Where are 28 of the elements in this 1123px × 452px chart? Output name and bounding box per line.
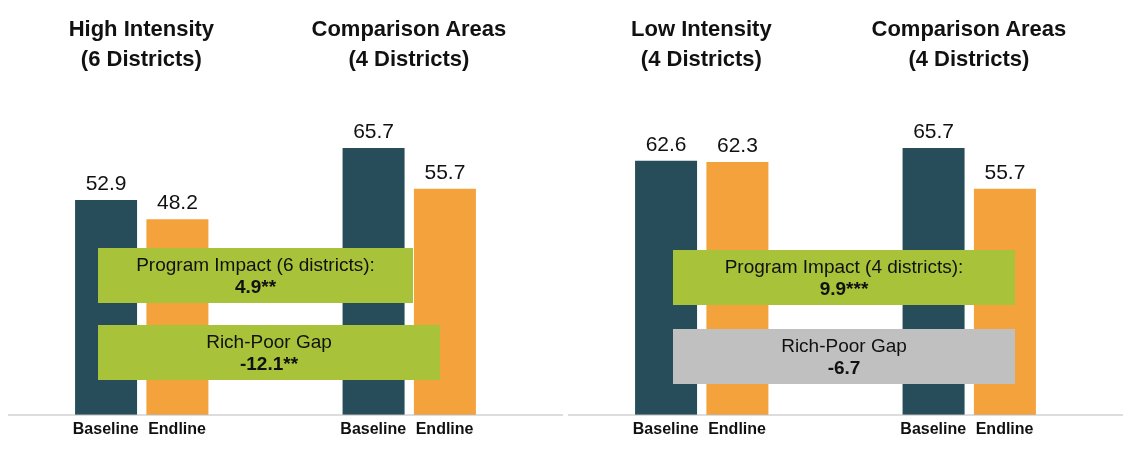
callout-box: Program Impact (4 districts): 9.9*** [673, 250, 1015, 305]
data-label: 62.3 [716, 132, 758, 156]
data-label: 55.7 [984, 159, 1026, 183]
data-label: 48.2 [156, 190, 198, 214]
text: Low Intensity (4 Districts) [630, 15, 773, 73]
callout-box: Program Impact (6 districts): 4.9** [98, 248, 413, 303]
x-tick-label: Endline [415, 420, 474, 438]
data-label: 65.7 [913, 119, 955, 143]
text: Comparison Areas (4 Districts) [870, 15, 1068, 73]
data-label: 65.7 [353, 119, 395, 143]
annotation: Rich-Poor Gap -6.7 [780, 334, 908, 379]
x-tick-label: Endline [148, 420, 207, 438]
data-label: 62.6 [645, 131, 687, 155]
x-tick-label: Baseline [900, 420, 967, 438]
text: High Intensity (6 Districts) [67, 15, 216, 73]
data-label: 52.9 [85, 171, 127, 195]
callout-box: Rich-Poor Gap -6.7 [673, 329, 1015, 384]
callout-box: Rich-Poor Gap -12.1** [98, 325, 440, 380]
x-tick-label: Endline [975, 420, 1034, 438]
x-tick-label: Baseline [340, 420, 407, 438]
x-tick-label: Baseline [632, 420, 699, 438]
data-label: 55.7 [424, 159, 466, 183]
x-tick-label: Baseline [72, 420, 139, 438]
text: Comparison Areas (4 Districts) [310, 15, 508, 73]
annotation: Program Impact (4 districts): 9.9*** [723, 255, 965, 300]
annotation: Rich-Poor Gap -12.1** [205, 330, 333, 375]
annotation: Program Impact (6 districts): 4.9** [135, 253, 376, 298]
x-tick-label: Endline [708, 420, 767, 438]
